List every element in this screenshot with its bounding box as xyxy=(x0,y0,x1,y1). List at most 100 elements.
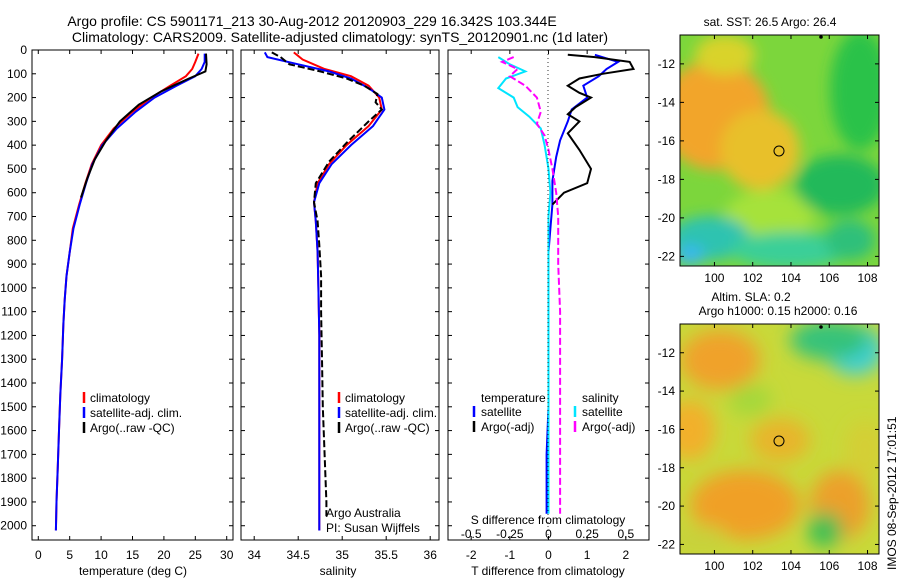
series-line-1-2 xyxy=(271,51,384,517)
credit-pi: PI: Susan Wijffels xyxy=(326,521,420,535)
depth-tick-label: 1700 xyxy=(0,447,27,461)
map-x-tick-label: 106 xyxy=(819,271,839,285)
x-tick-label: 5 xyxy=(66,548,73,562)
sst-map-ticks: 100 102 104 106 108 -12 -14 -16 -18 -20 -22 xyxy=(658,35,879,285)
x-tick-label: 35 xyxy=(336,548,350,562)
depth-tick-label: 1500 xyxy=(0,400,27,414)
temperature-legend: climatology satellite-adj. clim. Argo(..… xyxy=(82,391,182,435)
temperature-xlabel: temperature (deg C) xyxy=(79,564,187,578)
map-x-tick-label: 108 xyxy=(858,271,878,285)
x-tick-label: -2 xyxy=(466,548,477,562)
diff-legend-t-argo: Argo(-adj) xyxy=(481,420,534,434)
x-tick-label: 10 xyxy=(94,548,108,562)
sla-map-subtitle: Argo h1000: 0.15 h2000: 0.16 xyxy=(699,304,858,318)
diff-legend-s-sat: satellite xyxy=(582,405,623,419)
map-x-tick-label: 104 xyxy=(781,271,801,285)
depth-tick-label: 1600 xyxy=(0,424,27,438)
difference-legend: temperature salinity satellite Argo(-adj… xyxy=(472,391,635,434)
legend-argo: Argo(..raw -QC) xyxy=(90,421,175,435)
diff-legend-temperature-title: temperature xyxy=(481,391,546,405)
map-y-tick-label: -12 xyxy=(658,346,676,360)
x-tick-label: 20 xyxy=(157,548,171,562)
series-line-2-3 xyxy=(499,56,562,514)
temperature-axes xyxy=(31,49,234,541)
x-tick-label: 15 xyxy=(126,548,140,562)
depth-tick-label: 1800 xyxy=(0,471,27,485)
series-line-0-2 xyxy=(80,53,208,198)
series-line-2-1 xyxy=(551,53,636,206)
map-y-tick-label: -22 xyxy=(658,537,676,551)
x-tick-label: 35.5 xyxy=(375,548,399,562)
map-y-tick-label: -16 xyxy=(658,422,676,436)
salinity-series xyxy=(263,51,386,531)
diff-legend-t-sat: satellite xyxy=(481,405,522,419)
map-y-tick-label: -16 xyxy=(658,134,676,148)
series-line-0-1 xyxy=(54,53,206,531)
map-y-tick-label: -18 xyxy=(658,172,676,186)
depth-tick-label: 0 xyxy=(20,43,27,57)
sst-map-field xyxy=(680,35,879,266)
depth-tick-label: 100 xyxy=(7,67,27,81)
sla-map-dot xyxy=(819,325,823,329)
credit-argo-australia: Argo Australia xyxy=(326,506,401,520)
x-tick-label: 34 xyxy=(248,548,262,562)
map-y-tick-label: -20 xyxy=(658,499,676,513)
map-y-tick-label: -22 xyxy=(658,249,676,263)
depth-tick-label: 700 xyxy=(7,210,27,224)
depth-tick-label: 900 xyxy=(7,257,27,271)
sla-argo-marker xyxy=(773,435,785,447)
series-line-2-2 xyxy=(496,56,552,514)
figure-title-line1: Argo profile: CS 5901171_213 30-Aug-2012… xyxy=(67,13,556,29)
x-tick-labels: 0 5 10 15 20 25 30 34 34.5 35 35.5 36 -2 -1 0 1 2 -0.5 -0.… xyxy=(35,50,634,562)
x-tick-label: 30 xyxy=(220,548,234,562)
map-y-tick-label: -14 xyxy=(658,384,676,398)
sst-argo-marker xyxy=(773,145,785,157)
map-y-tick-label: -14 xyxy=(658,95,676,109)
difference-series xyxy=(496,53,636,514)
legend-climatology: climatology xyxy=(90,391,150,405)
map-y-tick-label: -12 xyxy=(658,57,676,71)
depth-tick-label: 1900 xyxy=(0,495,27,509)
x-tick-label: 0 xyxy=(545,548,552,562)
depth-tick-label: 400 xyxy=(7,138,27,152)
map-x-tick-label: 100 xyxy=(704,559,724,573)
x-tick-label: -1 xyxy=(505,548,516,562)
depth-tick-label: 500 xyxy=(7,162,27,176)
sla-map-field xyxy=(680,324,879,554)
x-tick-label: 34.5 xyxy=(287,548,311,562)
legend-satellite: satellite-adj. clim. xyxy=(90,406,182,420)
x-tick-label-s: 0.5 xyxy=(617,527,634,541)
depth-tick-label: 1200 xyxy=(0,328,27,342)
depth-tick-label: 1000 xyxy=(0,281,27,295)
sal-legend-argo: Argo(..raw -QC) xyxy=(345,421,430,435)
sal-legend-climatology: climatology xyxy=(345,391,405,405)
difference-xlabel: T difference from climatology xyxy=(471,564,625,578)
depth-tick-label: 600 xyxy=(7,186,27,200)
temperature-series xyxy=(54,53,208,531)
sst-map-title: sat. SST: 26.5 Argo: 26.4 xyxy=(704,15,837,29)
difference-xlabel-top: S difference from climatology xyxy=(471,513,626,527)
map-x-tick-label: 108 xyxy=(858,559,878,573)
x-tick-label-s: 0.25 xyxy=(575,527,599,541)
map-x-tick-label: 102 xyxy=(743,271,763,285)
map-x-tick-label: 106 xyxy=(819,559,839,573)
sla-map-title: Altim. SLA: 0.2 xyxy=(711,290,791,304)
salinity-legend: climatology satellite-adj. clim. Argo(..… xyxy=(326,391,437,535)
map-y-tick-label: -20 xyxy=(658,211,676,225)
depth-tick-label: 300 xyxy=(7,114,27,128)
x-tick-label: 36 xyxy=(424,548,438,562)
x-tick-label-s: -0.25 xyxy=(496,527,524,541)
diff-legend-salinity-title: salinity xyxy=(582,391,619,405)
depth-tick-label: 1300 xyxy=(0,352,27,366)
depth-tick-label: 2000 xyxy=(0,519,27,533)
salinity-axes xyxy=(240,49,440,541)
x-tick-label-s: -0.5 xyxy=(461,527,482,541)
map-x-tick-label: 102 xyxy=(743,559,763,573)
sla-map-frame xyxy=(679,323,880,555)
x-tick-label-s: 0 xyxy=(545,527,552,541)
depth-tick-label: 1100 xyxy=(1,305,27,319)
depth-tick-label: 800 xyxy=(7,233,27,247)
figure-title-line2: Climatology: CARS2009. Satellite-adjuste… xyxy=(72,29,608,45)
sst-map-dot xyxy=(819,35,823,39)
